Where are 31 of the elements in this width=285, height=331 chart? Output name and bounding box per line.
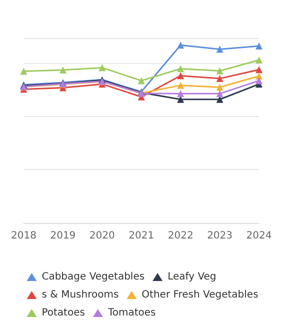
- point: [256, 66, 262, 74]
- point: [177, 72, 184, 80]
- legend-label: Tomatoes: [106, 308, 156, 318]
- x-tick-label: 2022: [168, 230, 194, 242]
- x-tick-label: 2024: [246, 230, 272, 242]
- point: [216, 84, 224, 91]
- legend-label: Potatoes: [42, 308, 85, 318]
- point: [177, 82, 184, 89]
- point: [256, 56, 262, 64]
- x-tick-label: 2020: [89, 230, 115, 242]
- point: [216, 46, 224, 53]
- x-tick-label: 2023: [207, 230, 233, 242]
- x-tick-label: 2018: [11, 230, 36, 242]
- point: [256, 77, 262, 84]
- point: [98, 64, 106, 72]
- point: [138, 77, 145, 84]
- point: [256, 42, 262, 50]
- point: [177, 42, 184, 49]
- point: [216, 75, 224, 82]
- legend-label: Leafy Veg: [168, 272, 216, 282]
- point: [216, 90, 224, 98]
- point: [20, 68, 28, 75]
- legend-label: Cabbage Vegetables: [42, 272, 145, 282]
- point: [177, 65, 184, 72]
- point: [216, 67, 224, 74]
- point: [59, 66, 66, 74]
- legend-label: Other Fresh Vegetables: [142, 290, 258, 300]
- x-tick-label: 2021: [128, 230, 154, 242]
- legend-label: s & Mushrooms: [42, 290, 119, 300]
- point: [177, 90, 184, 98]
- x-tick-label: 2019: [50, 230, 76, 242]
